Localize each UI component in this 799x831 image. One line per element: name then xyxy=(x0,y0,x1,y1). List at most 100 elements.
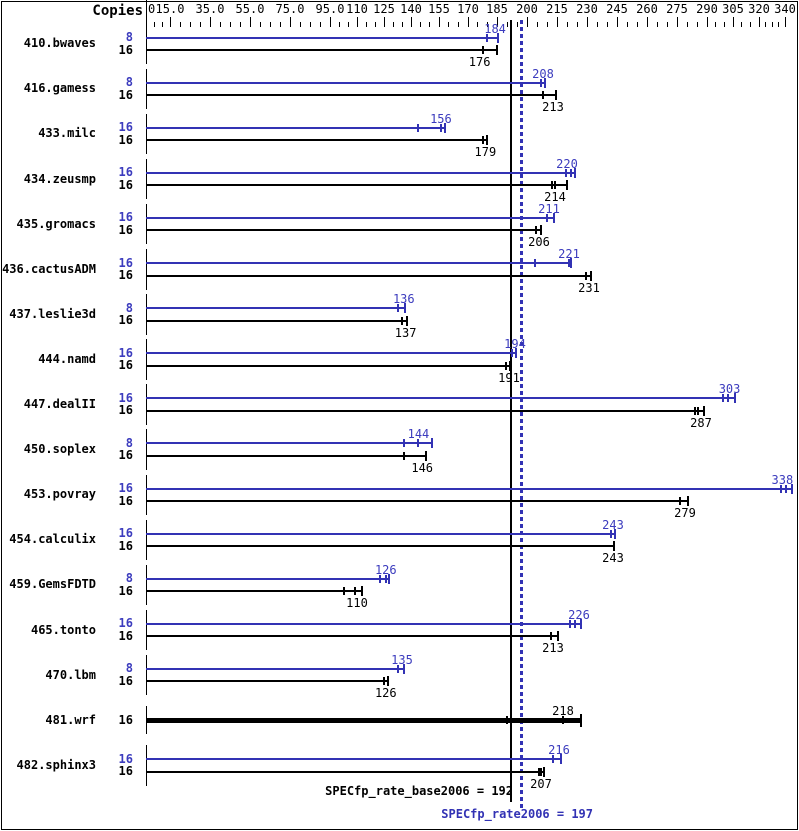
run-tick xyxy=(554,181,556,190)
axis-minor-tick xyxy=(477,22,479,27)
base-bar xyxy=(146,184,567,187)
copies-value: 16 xyxy=(118,493,133,508)
run-tick xyxy=(384,574,387,583)
axis-tick-label: 0 xyxy=(148,2,156,16)
axis-major-tick xyxy=(496,17,498,27)
bar-end-cap xyxy=(560,754,562,765)
run-tick xyxy=(534,259,536,267)
axis-tick-label: 15.0 xyxy=(155,2,185,16)
run-tick xyxy=(697,406,699,415)
axis-major-tick xyxy=(209,17,211,27)
peak-value-label: 184 xyxy=(484,21,506,36)
axis-major-tick xyxy=(758,17,760,27)
benchmark-name: 434.zeusmp xyxy=(23,171,96,186)
run-tick xyxy=(482,136,485,145)
peak-bar xyxy=(146,532,615,535)
axis-major-tick xyxy=(706,17,708,27)
axis-major-tick xyxy=(169,17,171,27)
copies-value: 8 xyxy=(125,75,133,90)
copies-value: 16 xyxy=(118,87,133,102)
axis-minor-tick xyxy=(723,22,725,27)
axis-segment xyxy=(145,654,147,696)
bar-end-cap xyxy=(590,270,592,281)
axis-minor-tick xyxy=(269,22,271,27)
peak-value-label: 220 xyxy=(556,156,578,171)
benchmark-name: 444.namd xyxy=(38,351,96,366)
peak-value-label: 221 xyxy=(558,247,580,261)
run-tick xyxy=(343,587,346,596)
run-tick xyxy=(402,439,405,448)
axis-tick-label: 215 xyxy=(546,2,568,16)
peak-value-label: 144 xyxy=(407,427,430,442)
axis-minor-tick xyxy=(686,22,688,27)
run-tick xyxy=(550,632,552,641)
run-tick xyxy=(354,587,357,596)
peak-bar xyxy=(146,667,404,670)
axis-minor-tick xyxy=(696,22,698,27)
axis-segment xyxy=(145,113,147,155)
axis-minor-tick xyxy=(319,22,321,27)
peak-ratio-summary: SPECfp_rate2006 = 197 xyxy=(441,807,593,821)
copies-value: 8 xyxy=(125,435,133,450)
base-value-label: 206 xyxy=(528,235,550,250)
bar-end-cap xyxy=(515,348,517,359)
axis-segment xyxy=(145,339,147,380)
run-tick xyxy=(546,213,548,222)
axis-tick-label: 185 xyxy=(486,2,508,16)
peak-bar xyxy=(146,577,390,580)
run-tick xyxy=(511,349,513,358)
peak-value-label: 194 xyxy=(504,337,526,352)
axis-segment xyxy=(145,609,147,651)
axis-minor-tick xyxy=(179,22,181,27)
run-tick xyxy=(401,316,403,325)
copies-value: 8 xyxy=(125,571,133,586)
axis-minor-tick xyxy=(506,22,508,27)
base-value-label: 213 xyxy=(542,100,564,115)
base-value-label: 191 xyxy=(498,370,520,385)
bar-end-cap xyxy=(553,212,555,223)
base-value-label: 243 xyxy=(602,551,624,566)
run-tick xyxy=(568,259,570,267)
base-bar xyxy=(146,545,615,548)
copies-value: 16 xyxy=(118,165,133,180)
bar-end-cap xyxy=(496,45,498,55)
axis-segment xyxy=(145,474,147,515)
copies-value: 16 xyxy=(118,616,133,631)
axis-segment xyxy=(145,429,147,470)
bar-end-cap xyxy=(557,631,559,642)
base-bar xyxy=(146,500,688,502)
axis-minor-tick xyxy=(199,22,201,27)
benchmark-name: 435.gromacs xyxy=(16,216,96,231)
peak-bar xyxy=(146,171,575,174)
run-tick xyxy=(551,181,553,190)
copies-value: 16 xyxy=(118,712,133,727)
axis-minor-tick xyxy=(715,22,717,27)
base-bar xyxy=(146,49,497,51)
benchmark-name: 454.calculix xyxy=(9,532,96,547)
axis-minor-tick xyxy=(749,22,751,27)
peak-bar xyxy=(146,216,554,219)
copies-column-header: Copies xyxy=(92,3,143,19)
copies-value: 16 xyxy=(118,177,133,192)
base-bar xyxy=(146,229,541,232)
copies-value: 16 xyxy=(118,268,133,282)
bar-end-cap xyxy=(544,77,546,88)
run-tick xyxy=(570,168,572,177)
peak-value-label: 243 xyxy=(602,517,624,532)
axis-segment xyxy=(145,519,147,561)
base-bar xyxy=(146,274,591,277)
axis-tick-label: 75.0 xyxy=(275,2,305,16)
peak-bar xyxy=(146,36,498,39)
axis-segment xyxy=(145,23,147,64)
peak-value-label: 126 xyxy=(374,562,397,577)
bar-end-cap xyxy=(569,258,572,268)
axis-tick-label: 290 xyxy=(696,2,718,16)
axis-minor-tick xyxy=(656,22,658,27)
base-bar xyxy=(146,94,556,97)
base-value-label: 207 xyxy=(530,776,552,791)
axis-major-tick xyxy=(438,17,440,27)
base-value-label: 214 xyxy=(544,190,566,205)
base-bar xyxy=(146,680,388,683)
axis-major-tick xyxy=(356,17,358,27)
